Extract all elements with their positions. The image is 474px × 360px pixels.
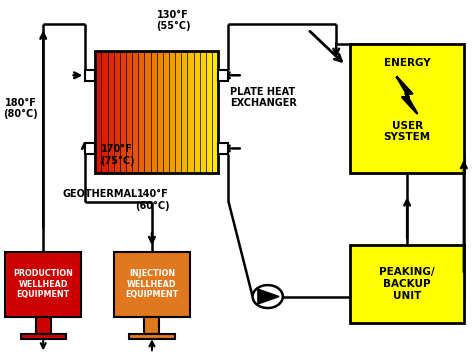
Bar bbox=[132, 51, 139, 173]
Bar bbox=[218, 70, 228, 81]
Bar bbox=[200, 51, 206, 173]
Bar bbox=[206, 51, 212, 173]
Bar bbox=[218, 143, 228, 154]
Circle shape bbox=[253, 285, 283, 308]
Bar bbox=[20, 334, 66, 339]
Bar bbox=[138, 51, 145, 173]
Text: GEOTHERMAL: GEOTHERMAL bbox=[62, 189, 137, 199]
Bar bbox=[187, 51, 194, 173]
Bar bbox=[350, 244, 464, 323]
Bar bbox=[156, 51, 163, 173]
Polygon shape bbox=[258, 289, 279, 304]
Bar bbox=[129, 334, 174, 339]
Polygon shape bbox=[397, 77, 417, 113]
Text: INJECTION
WELLHEAD
EQUIPMENT: INJECTION WELLHEAD EQUIPMENT bbox=[125, 269, 179, 299]
Bar bbox=[350, 44, 464, 173]
Text: 170°F
(75°C): 170°F (75°C) bbox=[100, 144, 135, 166]
Bar bbox=[95, 51, 218, 173]
Bar bbox=[114, 51, 120, 173]
Bar bbox=[126, 51, 133, 173]
Bar bbox=[145, 51, 151, 173]
Bar bbox=[85, 143, 95, 154]
Bar bbox=[151, 51, 157, 173]
Text: 180°F
(80°C): 180°F (80°C) bbox=[3, 98, 38, 119]
Bar bbox=[175, 51, 182, 173]
Bar bbox=[36, 317, 51, 334]
Bar bbox=[120, 51, 127, 173]
Bar bbox=[101, 51, 108, 173]
Bar bbox=[163, 51, 169, 173]
Text: 140°F
(60°C): 140°F (60°C) bbox=[136, 189, 170, 211]
Bar bbox=[212, 51, 219, 173]
Bar bbox=[181, 51, 188, 173]
Bar bbox=[5, 252, 81, 317]
Bar bbox=[169, 51, 175, 173]
Text: ENERGY: ENERGY bbox=[384, 58, 430, 68]
Bar bbox=[108, 51, 114, 173]
Bar bbox=[145, 317, 159, 334]
Text: PRODUCTION
WELLHEAD
EQUIPMENT: PRODUCTION WELLHEAD EQUIPMENT bbox=[13, 269, 73, 299]
Bar bbox=[95, 51, 102, 173]
Bar bbox=[193, 51, 200, 173]
Text: USER
SYSTEM: USER SYSTEM bbox=[383, 121, 431, 142]
Text: PLATE HEAT
EXCHANGER: PLATE HEAT EXCHANGER bbox=[230, 87, 297, 108]
Bar bbox=[85, 70, 95, 81]
Text: PEAKING/
BACKUP
UNIT: PEAKING/ BACKUP UNIT bbox=[379, 267, 435, 301]
Text: 130°F
(55°C): 130°F (55°C) bbox=[156, 10, 191, 31]
Bar bbox=[114, 252, 190, 317]
